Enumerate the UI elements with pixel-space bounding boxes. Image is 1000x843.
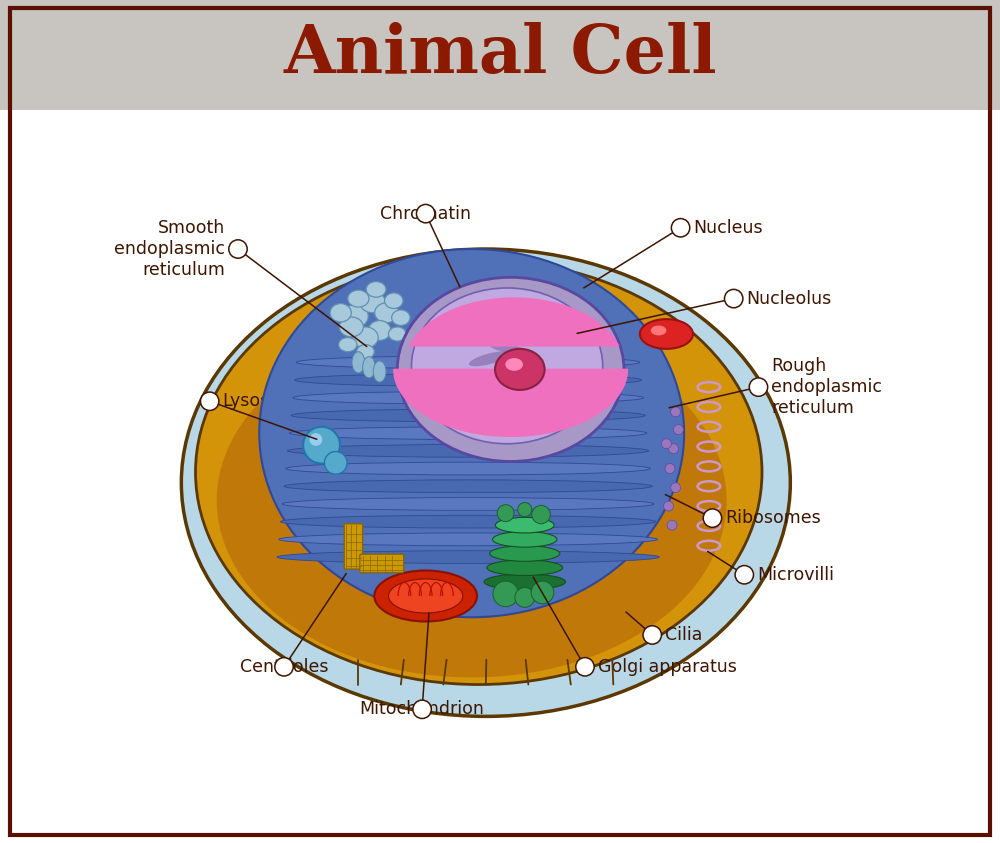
Ellipse shape xyxy=(388,579,463,613)
Polygon shape xyxy=(410,298,619,346)
Ellipse shape xyxy=(375,303,399,323)
Ellipse shape xyxy=(385,293,403,309)
Ellipse shape xyxy=(293,391,643,404)
Text: Chromatin: Chromatin xyxy=(380,205,471,223)
Ellipse shape xyxy=(296,356,640,368)
Circle shape xyxy=(669,443,678,454)
Circle shape xyxy=(643,626,661,644)
Ellipse shape xyxy=(483,367,510,379)
Ellipse shape xyxy=(469,352,510,367)
Ellipse shape xyxy=(282,497,654,510)
Text: Animal Cell: Animal Cell xyxy=(283,22,717,88)
Circle shape xyxy=(735,566,754,584)
Ellipse shape xyxy=(504,372,532,381)
Ellipse shape xyxy=(353,327,378,348)
Circle shape xyxy=(275,658,293,676)
Circle shape xyxy=(413,700,431,718)
Ellipse shape xyxy=(286,462,650,475)
Ellipse shape xyxy=(374,571,477,621)
Ellipse shape xyxy=(339,337,357,352)
Ellipse shape xyxy=(651,325,666,336)
Circle shape xyxy=(661,439,671,448)
FancyBboxPatch shape xyxy=(360,554,404,572)
Circle shape xyxy=(665,464,675,474)
Circle shape xyxy=(200,392,219,411)
Ellipse shape xyxy=(484,574,566,589)
Circle shape xyxy=(671,407,681,416)
Ellipse shape xyxy=(291,409,645,422)
Text: Smooth
endoplasmic
reticulum: Smooth endoplasmic reticulum xyxy=(114,219,225,279)
Circle shape xyxy=(515,588,535,607)
Ellipse shape xyxy=(411,288,603,443)
Text: Mitochondrion: Mitochondrion xyxy=(360,701,485,718)
Circle shape xyxy=(518,502,532,517)
Circle shape xyxy=(497,505,514,522)
Ellipse shape xyxy=(348,290,369,307)
Ellipse shape xyxy=(490,545,560,561)
Ellipse shape xyxy=(368,320,391,341)
Ellipse shape xyxy=(196,260,762,685)
Circle shape xyxy=(703,509,722,528)
Circle shape xyxy=(532,505,550,524)
Ellipse shape xyxy=(330,303,351,322)
FancyBboxPatch shape xyxy=(344,524,363,569)
Circle shape xyxy=(724,289,743,308)
Circle shape xyxy=(576,658,594,676)
Circle shape xyxy=(667,520,677,530)
Ellipse shape xyxy=(397,277,624,461)
Ellipse shape xyxy=(487,560,563,576)
Ellipse shape xyxy=(366,282,386,298)
Ellipse shape xyxy=(640,319,693,349)
Circle shape xyxy=(324,452,347,475)
Ellipse shape xyxy=(341,305,368,328)
Ellipse shape xyxy=(352,352,365,373)
Ellipse shape xyxy=(259,249,684,617)
Ellipse shape xyxy=(505,357,544,368)
Text: Microvilli: Microvilli xyxy=(757,566,834,583)
Ellipse shape xyxy=(280,515,656,528)
Text: Golgi apparatus: Golgi apparatus xyxy=(598,658,737,676)
Circle shape xyxy=(749,378,768,396)
Polygon shape xyxy=(394,369,627,437)
Circle shape xyxy=(531,581,554,604)
Circle shape xyxy=(673,425,683,434)
Circle shape xyxy=(671,483,681,492)
Ellipse shape xyxy=(181,249,790,717)
Circle shape xyxy=(303,427,340,464)
Ellipse shape xyxy=(289,427,647,439)
Ellipse shape xyxy=(392,310,410,325)
Ellipse shape xyxy=(357,345,374,359)
Circle shape xyxy=(671,218,690,237)
Text: Centrioles: Centrioles xyxy=(240,658,328,676)
Ellipse shape xyxy=(388,327,406,341)
Ellipse shape xyxy=(495,349,545,390)
Circle shape xyxy=(416,204,435,223)
Ellipse shape xyxy=(284,480,652,492)
Circle shape xyxy=(229,239,247,258)
Ellipse shape xyxy=(495,518,554,533)
Ellipse shape xyxy=(373,361,386,382)
Text: Lysosome: Lysosome xyxy=(222,392,308,411)
Ellipse shape xyxy=(279,533,658,545)
Text: Rough
endoplasmic
reticulum: Rough endoplasmic reticulum xyxy=(771,357,882,417)
Ellipse shape xyxy=(277,550,659,563)
Circle shape xyxy=(493,581,518,607)
Ellipse shape xyxy=(363,357,375,378)
Ellipse shape xyxy=(339,317,363,337)
Text: Cilia: Cilia xyxy=(665,626,702,644)
Ellipse shape xyxy=(217,324,727,678)
Text: Nucleus: Nucleus xyxy=(693,219,763,237)
Text: Nucleolus: Nucleolus xyxy=(746,290,832,308)
Ellipse shape xyxy=(295,373,642,386)
Text: Ribosomes: Ribosomes xyxy=(725,509,821,527)
Ellipse shape xyxy=(490,343,525,353)
Ellipse shape xyxy=(505,358,523,371)
Ellipse shape xyxy=(360,292,385,313)
Ellipse shape xyxy=(288,444,649,457)
Ellipse shape xyxy=(493,532,557,547)
Circle shape xyxy=(664,501,673,511)
Circle shape xyxy=(310,433,322,446)
